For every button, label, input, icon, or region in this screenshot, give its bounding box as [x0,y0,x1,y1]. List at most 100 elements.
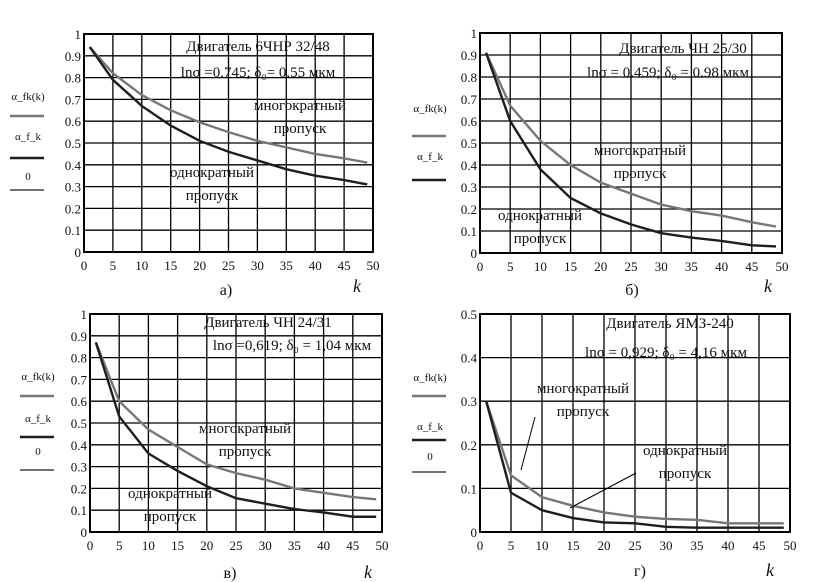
series-line-single-pass [94,341,377,518]
x-tick-label: 25 [625,259,638,274]
x-tick-label: 50 [776,259,789,274]
chart-title: Двигатель ЧН 25/30 [619,41,747,57]
x-tick-label: 20 [193,258,206,273]
y-tick-label: 0.7 [461,92,478,107]
x-tick-label: 15 [567,538,580,553]
chart-panel-2: 0 5 10 15 20 25 30 35 40 45 50 0 0.1 0.2 0.3 0.4 0.5 0.6 0… [412,26,789,299]
y-axis-label: α_fk(k) [21,371,55,383]
y-axis-label: α_f_k [417,421,443,433]
series-line-single-pass [485,400,784,529]
y-tick-label: 0.5 [461,136,477,151]
y-tick-label: 0.8 [461,70,477,85]
x-tick-label: 30 [655,259,668,274]
label-single-pass: однократный [498,208,582,224]
x-tick-label: 10 [142,538,155,553]
y-tick-label: 0.3 [461,180,477,195]
x-tick-label: 15 [164,258,177,273]
chart-subtitle: lnσ =0.745; δ₀= 0.55 мкм [181,65,336,81]
y-axis-label: 0 [25,171,31,183]
x-tick-label: 25 [222,258,235,273]
y-tick-label: 0.5 [461,307,477,322]
y-tick-label: 0 [81,525,88,540]
label-single-pass: пропуск [659,466,712,482]
x-tick-label: 0 [87,538,94,553]
panel-letter: в) [224,565,237,582]
y-tick-label: 1 [471,26,478,41]
label-multiple-pass: пропуск [614,166,667,182]
label-multiple-pass: многократный [254,98,346,114]
x-axis-label: k [364,562,373,582]
label-single-pass: пропуск [514,231,567,247]
x-tick-label: 5 [507,259,514,274]
y-tick-label: 0.2 [461,438,477,453]
y-tick-label: 0.8 [71,351,87,366]
x-tick-label: 45 [338,258,351,273]
y-tick-label: 0.2 [65,201,81,216]
y-tick-label: 0.7 [65,92,82,107]
annotation-leader-line [520,416,536,471]
series-line-multiple-pass [94,341,377,501]
x-tick-label: 50 [376,538,389,553]
y-tick-label: 0.6 [71,394,88,409]
x-tick-label: 20 [598,538,611,553]
y-tick-label: 1 [75,27,82,42]
x-tick-label: 20 [594,259,607,274]
y-axis-label: α_f_k [15,131,41,143]
label-single-pass: однократный [128,486,212,502]
y-axis-label: α_fk(k) [11,91,45,103]
x-axis-label: k [764,276,773,296]
chart-panel-4: 0 5 10 15 20 25 30 35 40 45 50 0 0.1 0.2 0.3 0.4 0.5 мног… [412,307,797,580]
series-line-multiple-pass [88,46,368,164]
x-tick-label: 35 [685,259,698,274]
x-tick-label: 0 [477,538,484,553]
label-multiple-pass: пропуск [219,444,272,460]
chart-subtitle: lnσ =0,619; δ₀ = 1,04 мкм [213,338,372,354]
x-tick-label: 10 [536,538,549,553]
y-tick-label: 0.9 [65,49,81,64]
x-tick-label: 15 [171,538,184,553]
x-tick-label: 30 [660,538,673,553]
chart-title: Двигатель ЧН 24/31 [204,315,332,331]
label-multiple-pass: пропуск [274,121,327,137]
x-tick-label: 0 [477,259,484,274]
y-axis-label: α_fk(k) [413,372,447,384]
y-tick-label: 0.6 [461,114,478,129]
x-tick-label: 30 [251,258,264,273]
y-axis-label: 0 [427,451,433,463]
x-tick-label: 5 [508,538,515,553]
x-tick-label: 35 [280,258,293,273]
y-tick-label: 0.2 [461,202,477,217]
y-tick-label: 0.8 [65,71,81,86]
x-tick-label: 45 [753,538,766,553]
series-line-multiple-pass [485,400,784,525]
x-tick-label: 35 [691,538,704,553]
chart-subtitle: lnσ = 0,929; δ₀ = 4,16 мкм [585,345,747,361]
y-axis-label: α_f_k [417,151,443,163]
plot-frame [479,32,783,254]
y-tick-label: 0.7 [71,372,88,387]
x-tick-label: 45 [745,259,758,274]
y-tick-label: 0.1 [461,481,477,496]
series-line-single-pass [88,46,368,186]
y-tick-label: 0 [75,245,82,260]
y-tick-label: 0.2 [71,481,87,496]
y-tick-label: 0.5 [71,416,87,431]
y-tick-label: 0.6 [65,114,82,129]
y-tick-label: 0.4 [461,351,478,366]
y-tick-label: 0.4 [71,438,88,453]
y-tick-label: 0.4 [461,158,478,173]
chart-title: Двигатель 6ЧНР 32/48 [186,39,329,55]
y-tick-label: 0 [471,525,478,540]
label-single-pass: пропуск [186,188,239,204]
annotation-leader-line [569,472,637,509]
label-single-pass: однократный [170,165,254,181]
y-tick-label: 0 [471,246,478,261]
panel-letter: г) [634,563,646,580]
plot-frame [89,313,383,533]
plot-frame [83,33,374,253]
y-tick-label: 0.1 [461,224,477,239]
panel-letter: а) [220,282,232,299]
y-tick-label: 0.4 [65,158,82,173]
y-axis-label: 0 [35,446,41,458]
